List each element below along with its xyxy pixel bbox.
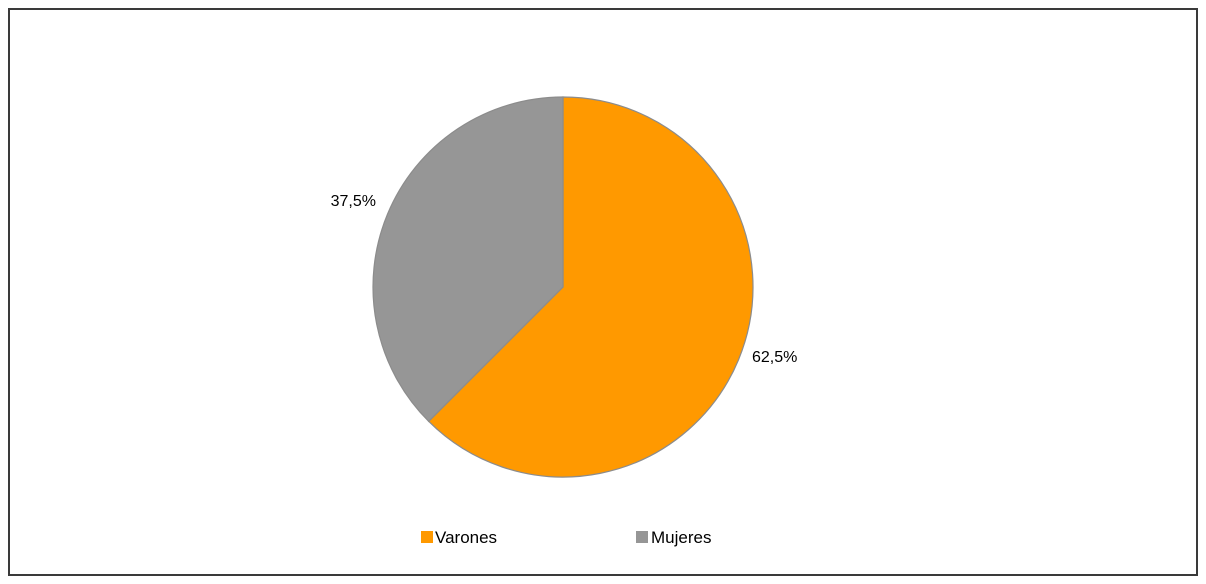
legend-label-varones: Varones xyxy=(435,528,497,547)
data-label-mujeres: 37,5% xyxy=(331,193,376,210)
legend: Varones Mujeres xyxy=(421,528,711,547)
legend-label-mujeres: Mujeres xyxy=(651,528,711,547)
pie-slice-varones xyxy=(427,96,754,478)
legend-swatch-varones xyxy=(421,531,433,543)
data-label-varones: 62,5% xyxy=(752,349,797,366)
pie-data-labels: 62,5% 37,5% xyxy=(331,193,798,366)
legend-swatch-mujeres xyxy=(636,531,648,543)
pie-slice-mujeres xyxy=(372,96,564,423)
pie-slices xyxy=(372,96,754,478)
